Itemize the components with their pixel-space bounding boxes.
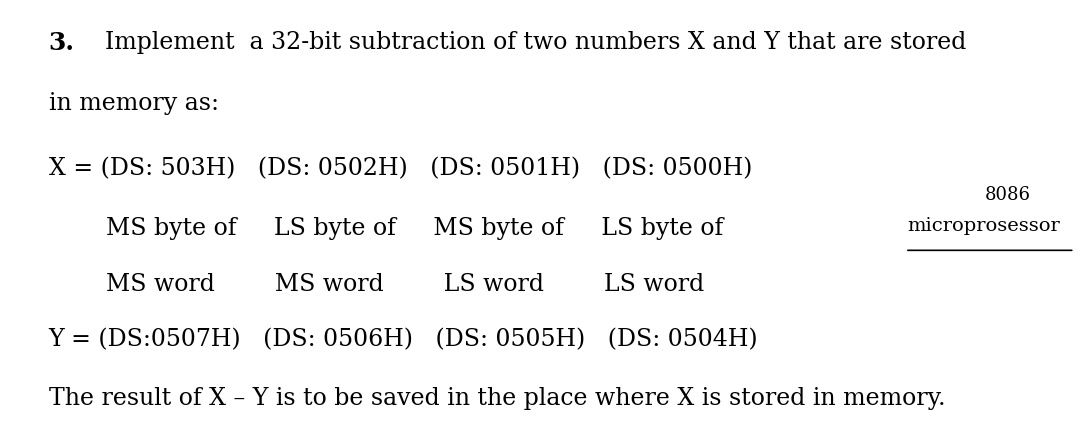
Text: MS byte of     LS byte of     MS byte of     LS byte of: MS byte of LS byte of MS byte of LS byte… (106, 217, 724, 240)
Text: 8086: 8086 (985, 186, 1031, 203)
Text: MS word        MS word        LS word        LS word: MS word MS word LS word LS word (106, 273, 704, 295)
Text: Implement  a 32-bit subtraction of two numbers X and Y that are stored: Implement a 32-bit subtraction of two nu… (90, 31, 966, 54)
Text: microprosessor: microprosessor (907, 217, 1059, 235)
Text: The result of X – Y is to be saved in the place where X is stored in memory.: The result of X – Y is to be saved in th… (49, 387, 945, 409)
Text: Y = (DS:0507H)   (DS: 0506H)   (DS: 0505H)   (DS: 0504H): Y = (DS:0507H) (DS: 0506H) (DS: 0505H) (… (49, 329, 758, 351)
Text: X = (DS: 503H)   (DS: 0502H)   (DS: 0501H)   (DS: 0500H): X = (DS: 503H) (DS: 0502H) (DS: 0501H) (… (49, 157, 752, 180)
Text: in memory as:: in memory as: (49, 92, 218, 114)
Text: 3.: 3. (49, 31, 75, 55)
